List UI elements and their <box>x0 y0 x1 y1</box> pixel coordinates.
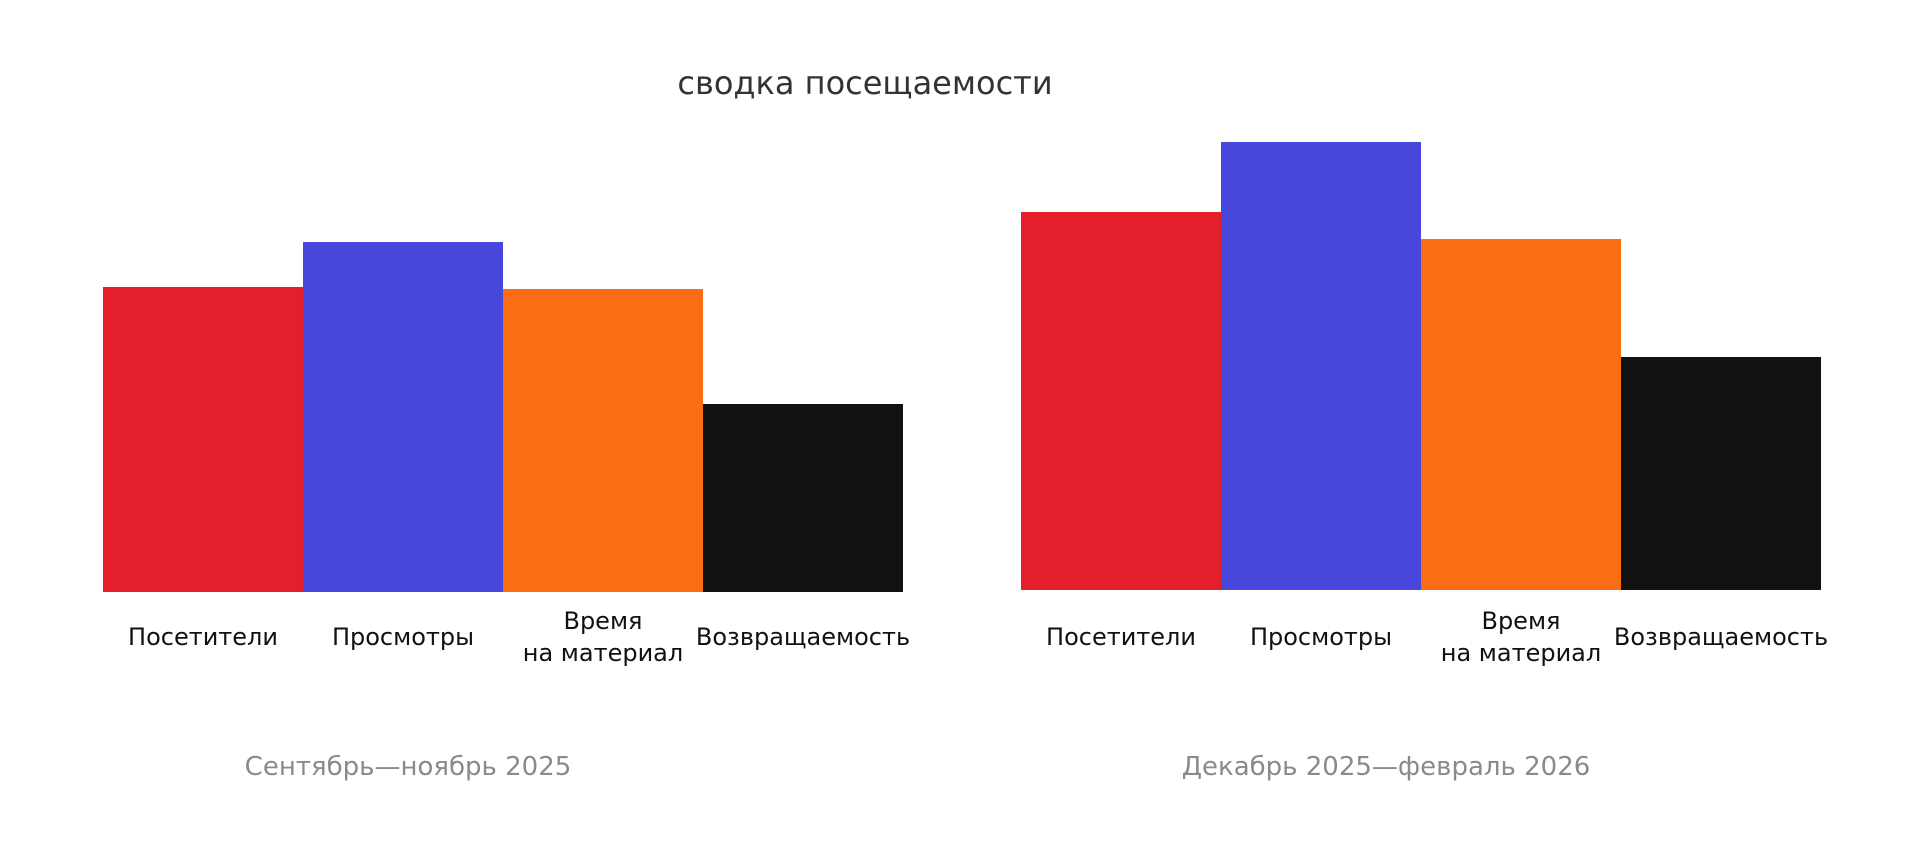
bar-time-on-material <box>1421 239 1621 590</box>
category-label-visitors: Посетители <box>128 623 278 651</box>
bar-time-on-material <box>503 289 703 592</box>
bar-return-rate <box>703 404 903 592</box>
chart-panel-sep-nov-2025: Посетители Просмотры Время на материал Возвр… <box>103 242 910 782</box>
category-label-views: Просмотры <box>1250 623 1392 651</box>
category-label-time-on-material: Время на материал <box>1441 607 1601 667</box>
chart-panel-dec-feb-2026: Посетители Просмотры Время на материал Возвр… <box>1021 142 1828 782</box>
period-label: Сентябрь—ноябрь 2025 <box>245 752 572 782</box>
bar-visitors <box>103 287 303 592</box>
category-label-return-rate: Возвращаемость <box>696 623 910 651</box>
bar-views <box>303 242 503 592</box>
category-label-visitors: Посетители <box>1046 623 1196 651</box>
category-label-return-rate: Возвращаемость <box>1614 623 1828 651</box>
bar-views <box>1221 142 1421 590</box>
period-label: Декабрь 2025—февраль 2026 <box>1182 752 1591 782</box>
bar-visitors <box>1021 212 1221 590</box>
category-label-views: Просмотры <box>332 623 474 651</box>
category-label-time-on-material: Время на материал <box>523 607 683 667</box>
bar-return-rate <box>1621 357 1821 590</box>
chart-title: сводка посещаемости <box>677 64 1052 102</box>
